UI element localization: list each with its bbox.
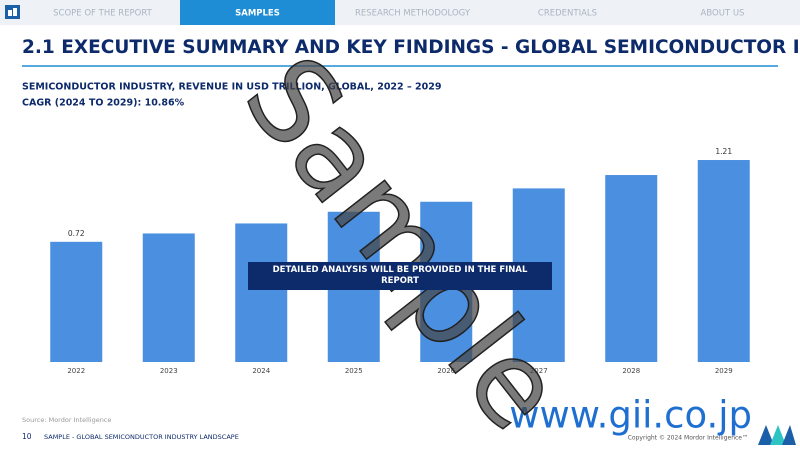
data-label: 1.21	[715, 147, 732, 156]
source: Source: Mordor Intelligence	[22, 416, 111, 424]
page-number: 10	[22, 432, 32, 441]
bar	[697, 160, 750, 362]
chart-title: SEMICONDUCTOR INDUSTRY, REVENUE IN USD T…	[22, 82, 441, 93]
x-tick-label: 2028	[622, 367, 640, 375]
x-tick-label: 2023	[160, 367, 178, 375]
nav-tab[interactable]: ABOUT US	[701, 9, 745, 19]
x-tick-label: 2029	[715, 367, 733, 375]
nav-tab[interactable]: CREDENTIALS	[538, 9, 597, 19]
x-tick-label: 2026	[437, 367, 455, 375]
bar	[142, 233, 195, 362]
nav-bar	[0, 0, 800, 25]
nav-tab[interactable]: SAMPLES	[235, 9, 280, 19]
logo	[5, 5, 20, 19]
bar	[605, 175, 658, 362]
footer-text: SAMPLE - GLOBAL SEMICONDUCTOR INDUSTRY L…	[44, 433, 239, 441]
site-watermark: www.gii.co.jp	[509, 394, 752, 437]
brand-logo	[758, 425, 796, 445]
x-tick-label: 2024	[252, 367, 270, 375]
copyright: Copyright © 2024 Mordor Intelligence™	[628, 435, 748, 442]
x-tick-label: 2025	[345, 367, 363, 375]
annotation: DETAILED ANALYSIS WILL BE PROVIDED IN TH…	[248, 262, 552, 290]
nav-tab[interactable]: SCOPE OF THE REPORT	[53, 9, 153, 19]
nav-tab[interactable]: RESEARCH METHODOLOGY	[355, 9, 471, 19]
x-tick-label: 2027	[530, 367, 548, 375]
chart-subtitle: CAGR (2024 TO 2029): 10.86%	[22, 98, 185, 109]
bar	[235, 223, 288, 362]
bar	[50, 241, 103, 362]
nav-tab-active	[180, 0, 335, 25]
slide-title: 2.1 EXECUTIVE SUMMARY AND KEY FINDINGS -…	[22, 37, 800, 58]
x-tick-label: 2022	[67, 367, 85, 375]
data-label: 0.72	[68, 229, 85, 238]
